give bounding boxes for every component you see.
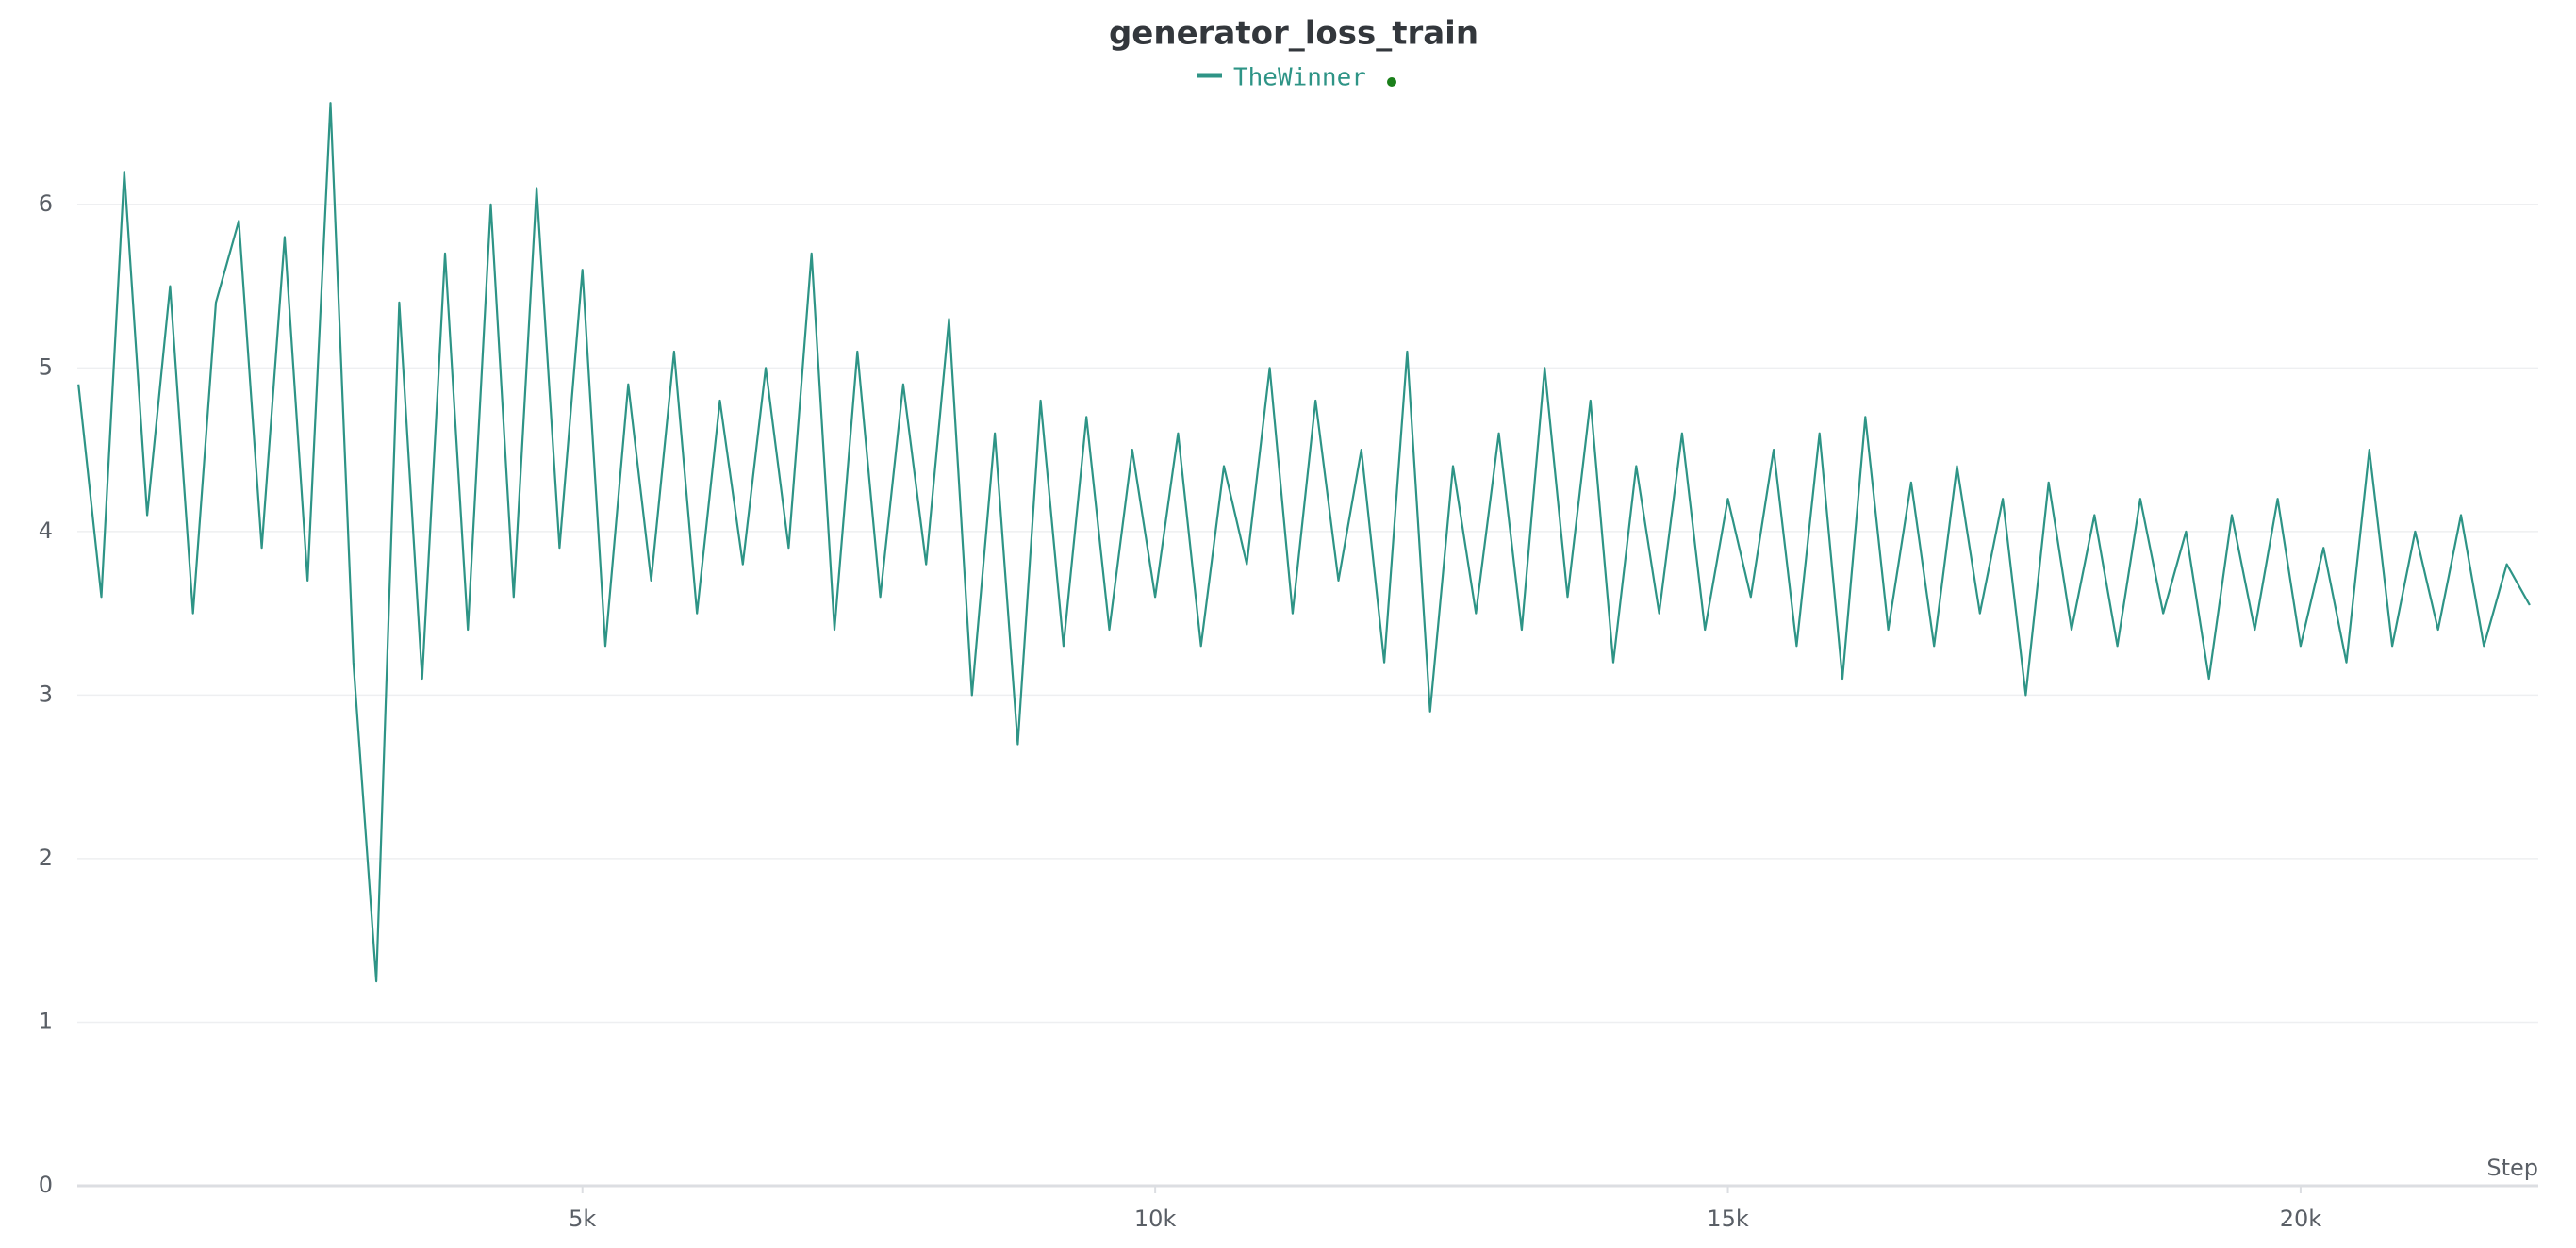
legend-label[interactable]: TheWinner xyxy=(1233,64,1366,92)
chart-title: generator_loss_train xyxy=(1109,15,1478,53)
y-tick-label: 0 xyxy=(39,1172,53,1198)
x-tick-label: 20k xyxy=(2280,1206,2322,1232)
y-tick-label: 5 xyxy=(39,353,53,380)
x-tick-label: 10k xyxy=(1134,1206,1177,1232)
y-tick-label: 2 xyxy=(39,845,53,871)
x-axis-label: Step xyxy=(2486,1155,2538,1181)
x-tick-label: 5k xyxy=(569,1206,596,1232)
series-line xyxy=(77,102,2531,983)
y-tick-label: 6 xyxy=(39,190,53,217)
y-tick-label: 1 xyxy=(39,1008,53,1034)
y-tick-label: 4 xyxy=(39,517,53,544)
legend-status-dot xyxy=(1387,77,1396,87)
x-tick-label: 15k xyxy=(1707,1206,1749,1232)
y-tick-label: 3 xyxy=(39,681,53,707)
